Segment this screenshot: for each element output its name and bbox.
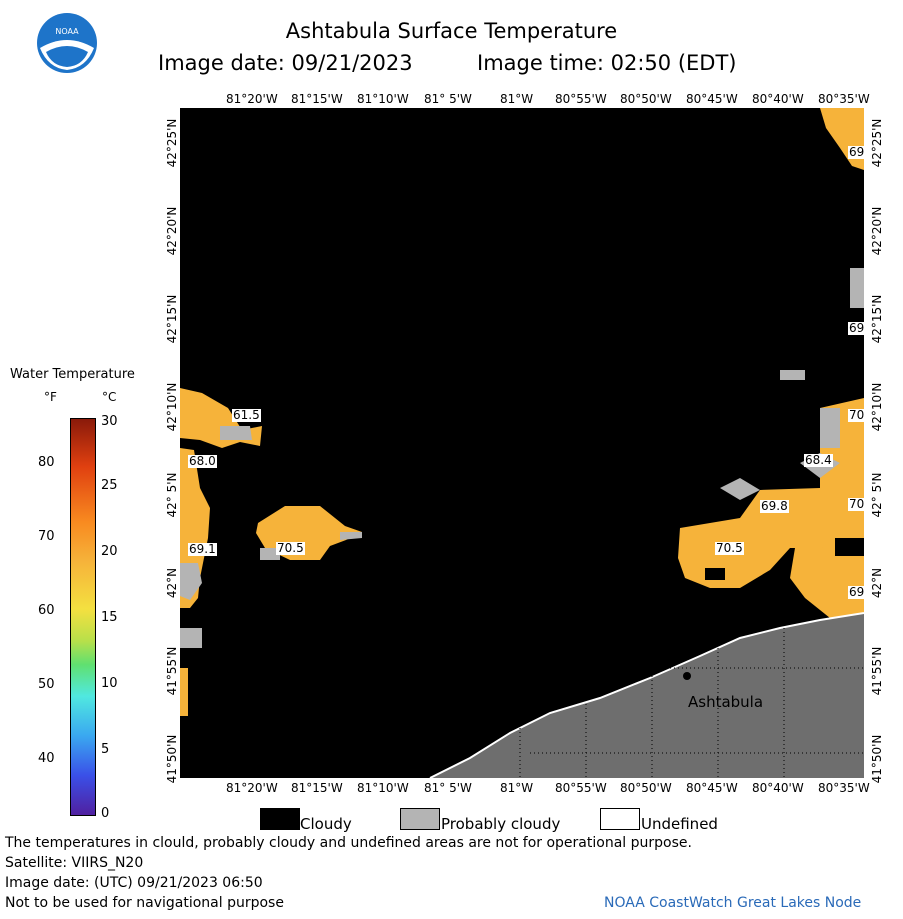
lat-left-label: 41°55'N xyxy=(165,646,179,696)
land-area xyxy=(430,613,864,778)
satellite-text: Satellite: VIIRS_N20 xyxy=(5,855,144,871)
utc-date-text: Image date: (UTC) 09/21/2023 06:50 xyxy=(5,875,263,891)
lon-top-label: 81°20'W xyxy=(226,92,278,106)
lon-bottom-label: 80°50'W xyxy=(620,781,672,795)
navigation-warning: Not to be used for navigational purpose xyxy=(5,895,284,911)
temp-label: 61.5 xyxy=(232,408,261,422)
lon-top-label: 80°35'W xyxy=(818,92,870,106)
lon-bottom-label: 81°20'W xyxy=(226,781,278,795)
scale-c-tick: 5 xyxy=(101,742,110,757)
scale-c-tick: 25 xyxy=(101,478,118,493)
undefined-label: Undefined xyxy=(641,815,718,833)
warm-water-right xyxy=(678,108,864,618)
scale-unit-c: °C xyxy=(102,390,117,404)
lat-right-label: 42°10'N xyxy=(870,382,884,432)
lat-right-label: 42° 5'N xyxy=(870,472,884,518)
lon-top-label: 81° 5'W xyxy=(424,92,472,106)
temp-label: 70 xyxy=(848,497,864,511)
lon-bottom-label: 81°15'W xyxy=(291,781,343,795)
lon-top-label: 80°45'W xyxy=(686,92,738,106)
temp-label: 70.5 xyxy=(715,541,744,555)
lon-bottom-label: 80°35'W xyxy=(818,781,870,795)
lon-top-label: 80°50'W xyxy=(620,92,672,106)
lat-right-label: 41°55'N xyxy=(870,646,884,696)
undefined-swatch xyxy=(600,808,640,830)
image-time: Image time: 02:50 (EDT) xyxy=(477,51,737,75)
temp-label: 69.8 xyxy=(760,499,789,513)
color-scale-bar xyxy=(70,418,96,816)
scale-c-tick: 30 xyxy=(101,414,118,429)
image-date: Image date: 09/21/2023 xyxy=(158,51,413,75)
scale-c-tick: 15 xyxy=(101,610,118,625)
warm-water-left xyxy=(180,388,262,716)
scale-title: Water Temperature xyxy=(10,367,135,382)
scale-f-tick: 70 xyxy=(38,529,55,544)
lon-top-label: 80°40'W xyxy=(752,92,804,106)
scale-f-tick: 40 xyxy=(38,751,55,766)
map-title: Ashtabula Surface Temperature xyxy=(285,19,618,43)
lon-bottom-label: 81° 5'W xyxy=(424,781,472,795)
probably-cloudy-label: Probably cloudy xyxy=(441,815,561,833)
temp-label: 69 xyxy=(848,145,864,159)
lat-right-label: 42°20'N xyxy=(870,206,884,256)
lon-bottom-label: 80°40'W xyxy=(752,781,804,795)
lat-right-label: 42°N xyxy=(870,567,884,599)
lat-right-label: 41°50'N xyxy=(870,734,884,784)
scale-c-tick: 10 xyxy=(101,676,118,691)
scale-unit-f: °F xyxy=(44,390,57,404)
lat-left-label: 42° 5'N xyxy=(165,472,179,518)
noaa-logo-text: NOAA xyxy=(55,27,79,36)
shoreline xyxy=(429,612,864,778)
lon-top-label: 81°W xyxy=(500,92,534,106)
warm-water-center xyxy=(256,506,362,560)
scale-c-tick: 20 xyxy=(101,544,118,559)
lon-bottom-label: 80°55'W xyxy=(555,781,607,795)
lat-right-label: 42°15'N xyxy=(870,294,884,344)
lon-top-label: 81°15'W xyxy=(291,92,343,106)
temp-label: 68.4 xyxy=(804,453,833,467)
lat-left-label: 42°10'N xyxy=(165,382,179,432)
lat-left-label: 42°20'N xyxy=(165,206,179,256)
credit-text: NOAA CoastWatch Great Lakes Node xyxy=(604,895,862,911)
lon-bottom-label: 80°45'W xyxy=(686,781,738,795)
scale-f-tick: 80 xyxy=(38,455,55,470)
lat-right-label: 42°25'N xyxy=(870,118,884,168)
scale-c-tick: 0 xyxy=(101,806,110,821)
noaa-logo: NOAA xyxy=(36,12,98,74)
cloudy-swatch xyxy=(260,808,300,830)
probably-cloudy-swatch xyxy=(400,808,440,830)
lat-left-label: 42°N xyxy=(165,567,179,599)
map-canvas xyxy=(180,108,864,778)
lat-left-label: 42°15'N xyxy=(165,294,179,344)
lat-left-label: 42°25'N xyxy=(165,118,179,168)
graticule xyxy=(519,628,864,778)
lon-top-label: 81°10'W xyxy=(357,92,409,106)
lat-left-label: 41°50'N xyxy=(165,734,179,784)
lon-bottom-label: 81°10'W xyxy=(357,781,409,795)
scale-f-tick: 60 xyxy=(38,603,55,618)
lon-top-label: 80°55'W xyxy=(555,92,607,106)
temp-label: 68.0 xyxy=(188,454,217,468)
temp-label: 70.5 xyxy=(276,541,305,555)
lon-bottom-label: 81°W xyxy=(500,781,534,795)
disclaimer-text: The temperatures in clould, probably clo… xyxy=(5,835,692,851)
temp-label: 69 xyxy=(848,321,864,335)
temperature-map: 61.5 68.0 69.1 70.5 70.5 69.8 68.4 70 70… xyxy=(180,108,864,778)
place-label: Ashtabula xyxy=(688,693,764,711)
scale-f-tick: 50 xyxy=(38,677,55,692)
temp-label: 69.1 xyxy=(188,542,217,556)
temp-label: 70 xyxy=(848,408,864,422)
ashtabula-marker xyxy=(683,672,691,680)
temp-label: 69 xyxy=(848,585,864,599)
cloudy-label: Cloudy xyxy=(300,815,352,833)
